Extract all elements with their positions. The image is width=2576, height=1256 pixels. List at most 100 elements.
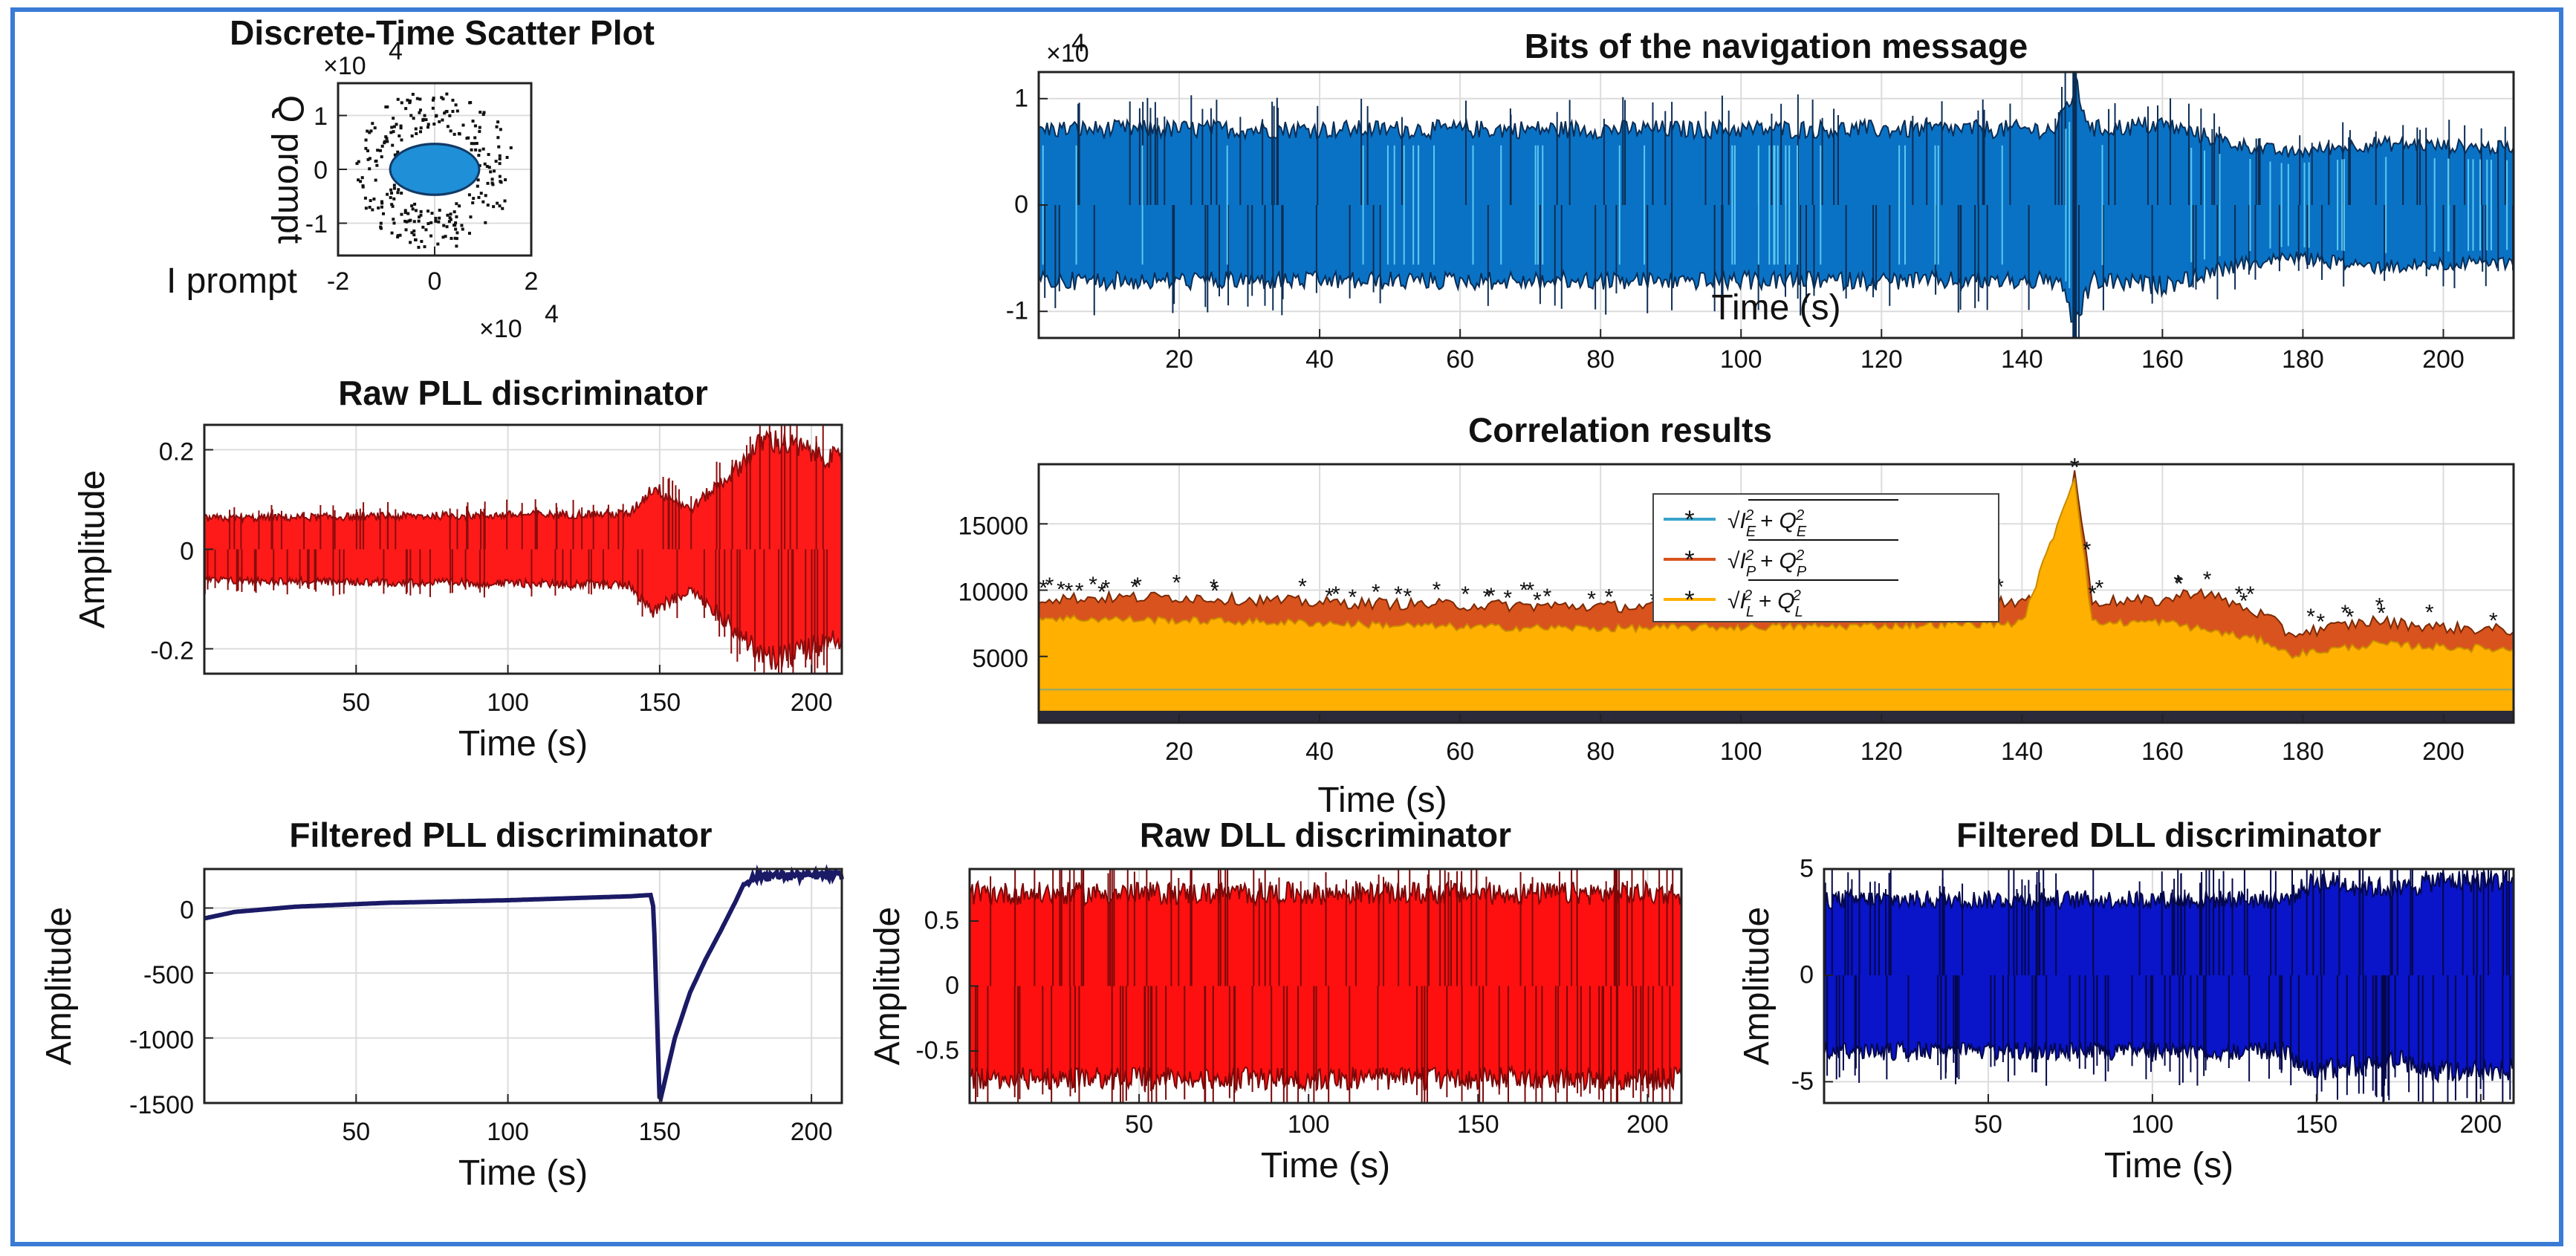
corr-P-marker: * (1130, 576, 1139, 600)
x-tick-label: 200 (791, 689, 833, 717)
scatter-point (449, 129, 452, 133)
legend-entry: √IP2 + QP2 (1727, 547, 1807, 580)
corr-P-marker: * (1089, 573, 1097, 597)
scatter-point (424, 228, 428, 232)
scatter-point (471, 120, 475, 123)
scatter-point (371, 122, 374, 126)
scatter-point (505, 155, 509, 159)
x-tick-label: 150 (2295, 1110, 2337, 1139)
chart-filtered-pll: 50 100 150 200 0 -500 -1000 -1500 Filtered PLL d… (39, 816, 844, 1193)
corr-P-marker: * (1404, 585, 1412, 609)
scatter-point (423, 114, 426, 117)
scatter-point (414, 238, 418, 241)
scatter-point (452, 132, 456, 136)
scatter-point (497, 145, 501, 149)
scatter-point (503, 199, 507, 203)
x-tick-label: 200 (2422, 345, 2465, 374)
scatter-point (487, 152, 490, 156)
corr-P-marker: * (1210, 575, 1219, 599)
scatter-point (473, 124, 477, 128)
scatter-point (380, 155, 383, 159)
corr-P-marker: * (1133, 573, 1142, 598)
scatter-point (476, 178, 480, 182)
scatter-point (396, 150, 400, 154)
scatter-point (452, 210, 456, 214)
scatter-point (492, 205, 496, 209)
scatter-point (489, 170, 493, 174)
scatter-point (418, 108, 422, 112)
corr-P-marker: * (1503, 586, 1512, 611)
scatter-point (471, 201, 475, 205)
scatter-point (380, 201, 384, 205)
scatter-point (436, 242, 440, 246)
y-tick-label: -1000 (129, 1026, 194, 1055)
scatter-point (498, 204, 502, 208)
scatter-point (429, 221, 433, 224)
x-axis-label: Time (s) (458, 1153, 588, 1193)
scatter-point (386, 192, 389, 196)
x-tick-label: 40 (1305, 345, 1334, 374)
scatter-point (389, 191, 393, 195)
y-tick-label: 0 (314, 157, 328, 185)
scatter-point (455, 202, 458, 206)
scatter-point (395, 153, 398, 157)
scatter-cloud (391, 145, 478, 194)
x-tick-label: 140 (2001, 345, 2043, 374)
scatter-point (496, 120, 500, 124)
y-exponent-power: 4 (389, 37, 403, 65)
scatter-point (400, 212, 403, 216)
corr-P-marker: * (1526, 578, 1535, 602)
scatter-point (453, 236, 457, 240)
x-tick-label: 40 (1305, 738, 1334, 766)
scatter-point (395, 123, 398, 126)
scatter-point (453, 224, 457, 227)
corr-P-marker: * (1331, 582, 1340, 607)
x-tick-label: 100 (487, 1118, 529, 1146)
scatter-point (470, 148, 473, 152)
x-tick-label: 50 (1974, 1110, 2002, 1139)
scatter-point (420, 240, 424, 244)
y-tick-label: 0 (945, 972, 959, 1000)
scatter-point (391, 143, 395, 147)
scatter-point (359, 180, 363, 183)
scatter-point (486, 181, 490, 185)
scatter-point (477, 195, 481, 199)
corr-P-marker: * (1461, 582, 1470, 607)
scatter-point (485, 164, 489, 168)
y-exponent: ×10 (323, 52, 366, 80)
scatter-point (477, 154, 481, 157)
corr-P-marker: * (2340, 601, 2349, 625)
y-tick-label: 0 (180, 538, 194, 566)
scatter-point (421, 118, 425, 122)
x-tick-label: 100 (1720, 738, 1762, 766)
x-tick-label: 180 (2282, 738, 2324, 766)
x-tick-label: 60 (1446, 345, 1474, 374)
legend-entry: √IE2 + QE2 (1727, 507, 1807, 540)
corr-P-marker: * (2306, 605, 2315, 629)
scatter-point (481, 113, 485, 117)
scatter-point (391, 204, 395, 208)
scatter-point (498, 175, 502, 178)
x-tick-label: 100 (487, 689, 529, 717)
scatter-point (455, 109, 459, 113)
scatter-point (364, 146, 368, 150)
scatter-point (478, 149, 481, 152)
corr-P-marker: * (1298, 574, 1307, 599)
scatter-point (448, 114, 452, 117)
x-tick-label: 180 (2282, 345, 2324, 374)
y-tick-label: 5 (1800, 855, 1814, 883)
scatter-point (438, 216, 441, 220)
corr-P-marker: * (1101, 576, 1110, 601)
scatter-point (469, 215, 473, 219)
scatter-point (434, 216, 438, 220)
scatter-point (377, 206, 380, 209)
scatter-point (498, 157, 502, 160)
scatter-point (419, 126, 423, 130)
scatter-point (378, 149, 382, 152)
scatter-point (392, 130, 395, 134)
scatter-point (445, 109, 449, 113)
scatter-point (448, 216, 452, 220)
scatter-point (396, 235, 400, 238)
corr-P-marker: * (2203, 567, 2212, 592)
scatter-point (399, 124, 403, 128)
